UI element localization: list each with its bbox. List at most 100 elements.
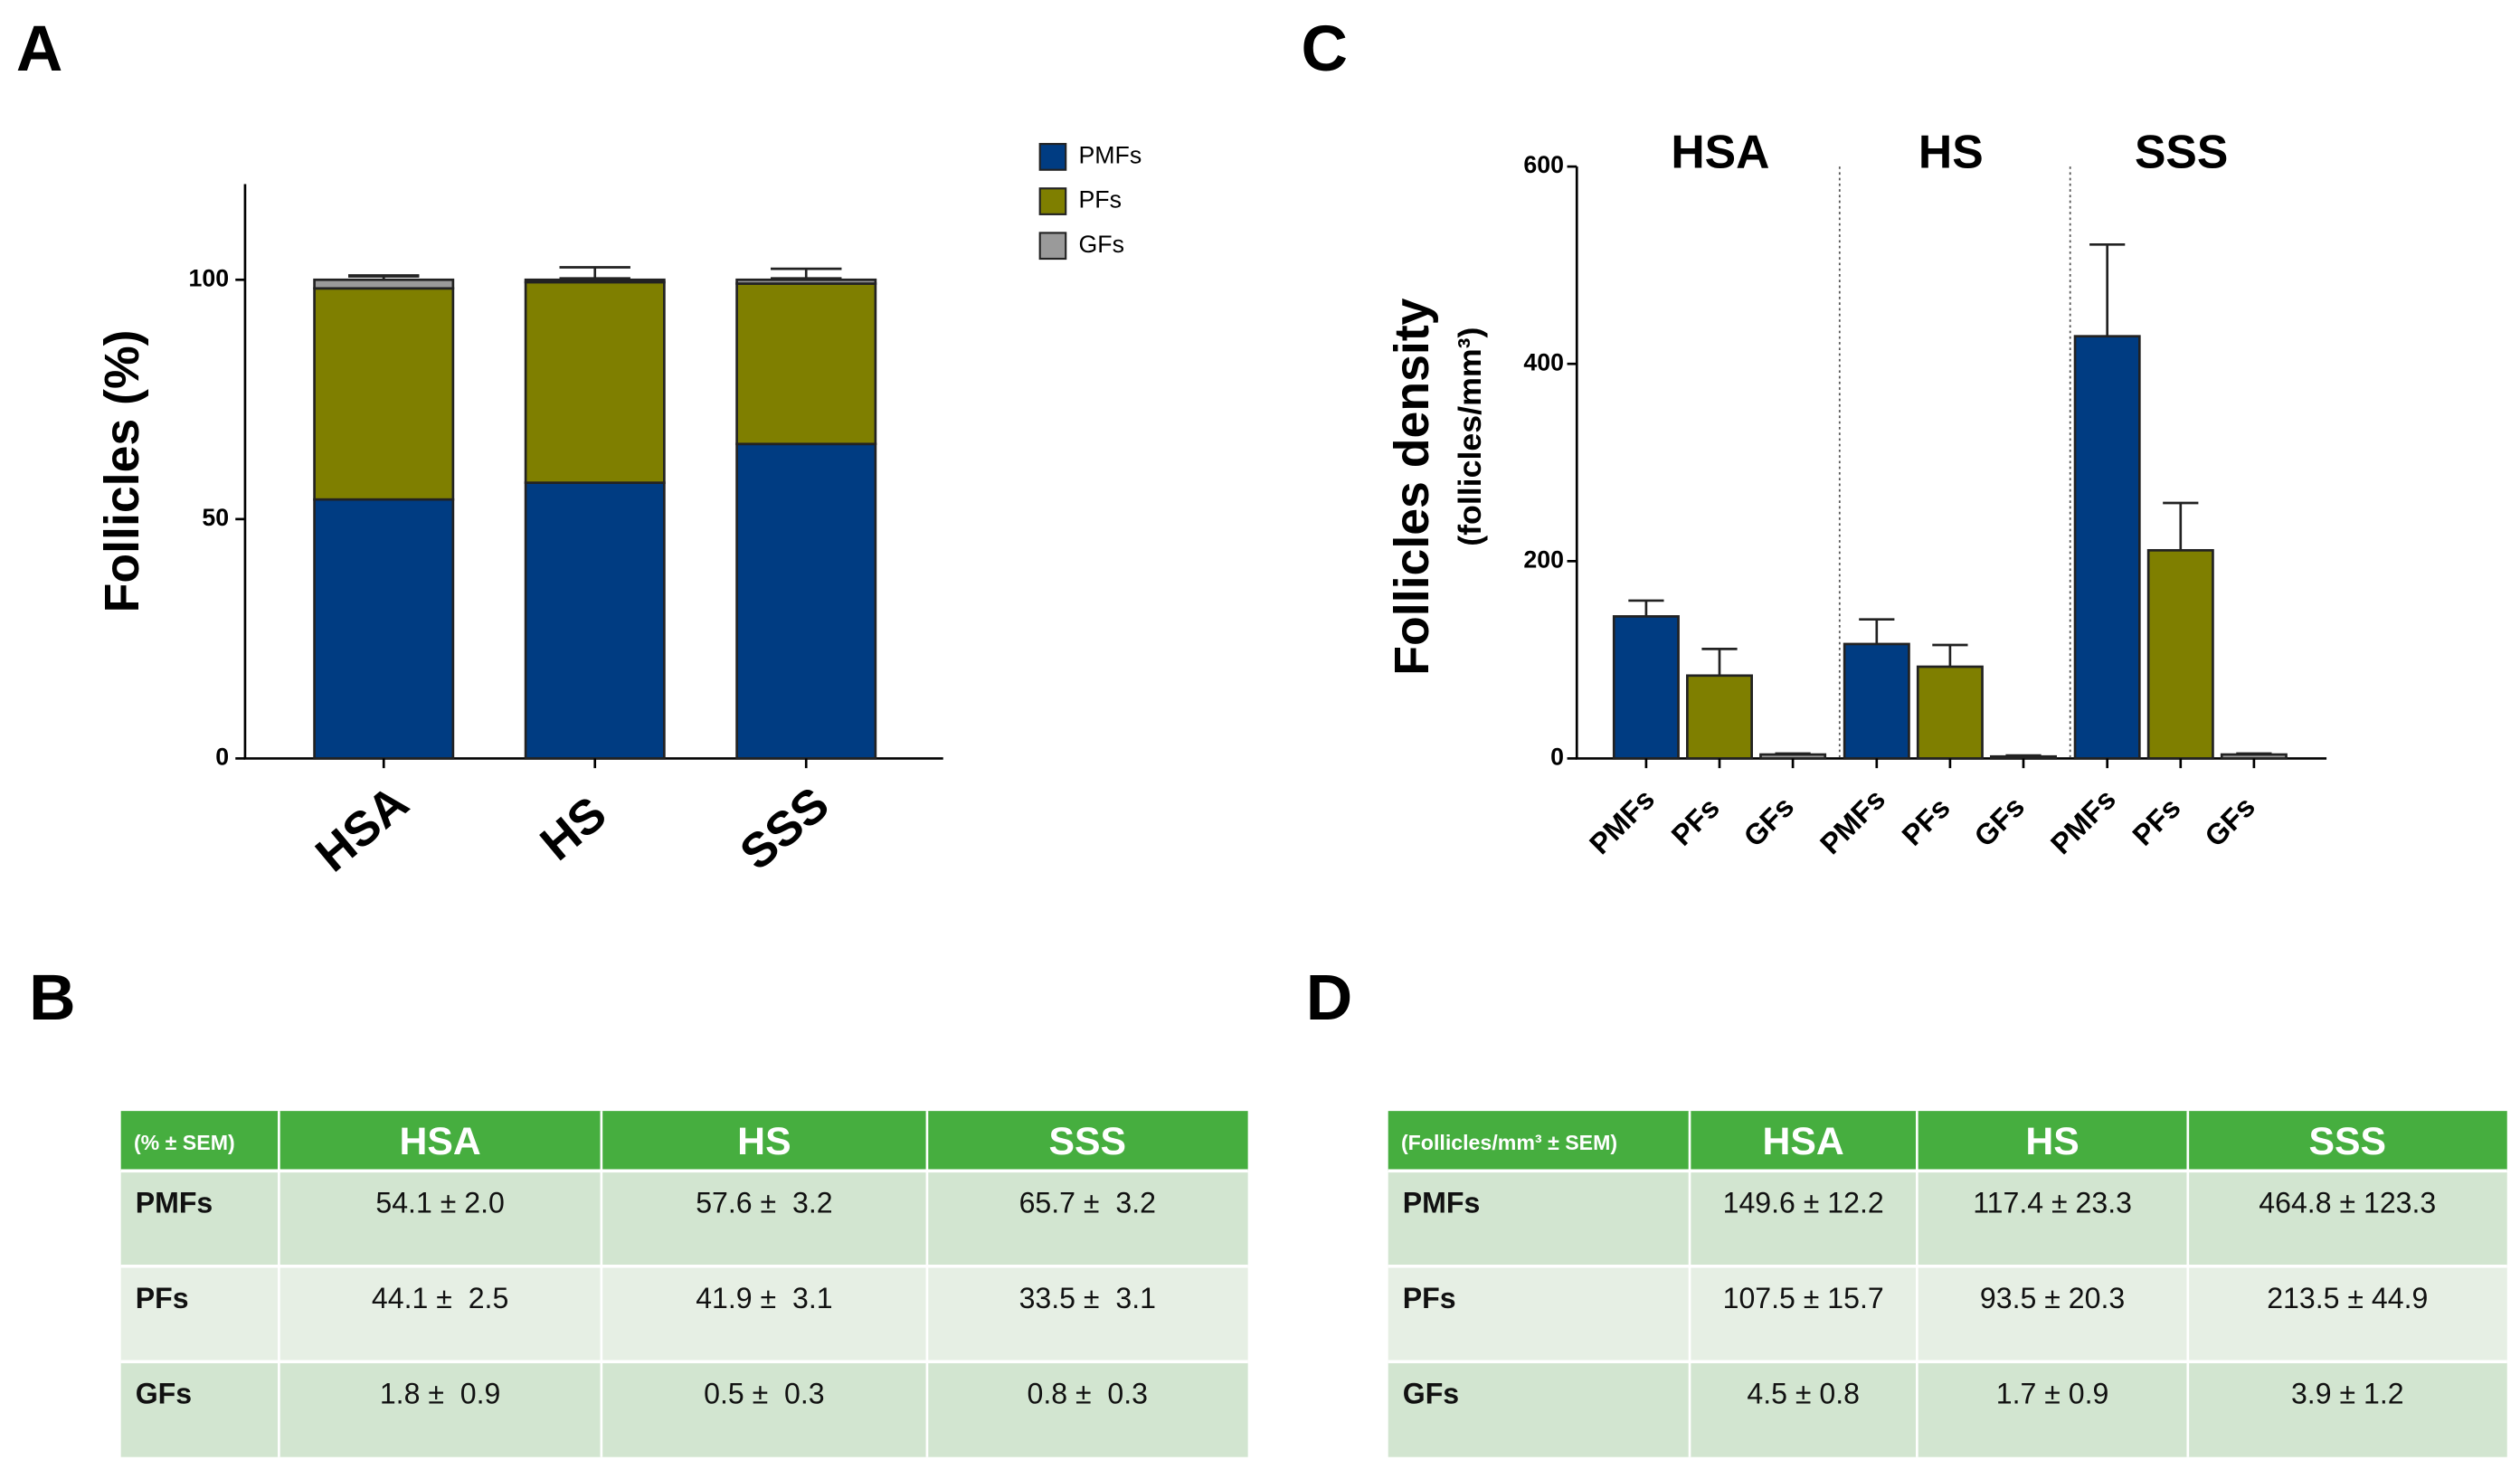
y-axis-label: Follicles density xyxy=(1386,298,1439,675)
row-label: PMFs xyxy=(1403,1186,1481,1219)
error-bar xyxy=(2163,501,2199,551)
y-tick-label: 400 xyxy=(1523,348,1564,375)
x-tick-label: PMFs xyxy=(1583,782,1661,860)
bar xyxy=(1916,665,1984,760)
bar-segment xyxy=(313,278,455,290)
x-tick-label: GFs xyxy=(1968,790,2032,853)
bar xyxy=(1612,615,1680,760)
header-cell: HSA xyxy=(399,1120,480,1163)
table-cell: 93.5 ± 20.3 xyxy=(1980,1282,2125,1314)
table-cell: 1.7 ± 0.9 xyxy=(1996,1377,2109,1409)
y-axis-label: Follicles (%) xyxy=(96,329,149,612)
panel-label: D xyxy=(1306,962,1352,1034)
table-row xyxy=(120,1171,1248,1266)
x-tick-label: GFs xyxy=(1738,790,1801,853)
table-cell: 44.1 ± 2.5 xyxy=(372,1282,508,1314)
legend-label: GFs xyxy=(1078,231,1123,258)
bar xyxy=(1843,642,1910,760)
table-cell: 65.7 ± 3.2 xyxy=(1019,1186,1156,1219)
row-label: PMFs xyxy=(136,1186,213,1219)
x-tick-label: PMFs xyxy=(2044,782,2122,860)
table-cell: 1.8 ± 0.9 xyxy=(380,1377,501,1409)
header-cell: HS xyxy=(2025,1120,2079,1163)
bar-segment xyxy=(735,282,877,446)
row-label: GFs xyxy=(136,1377,192,1409)
x-tick-label: HS xyxy=(531,787,617,871)
table-cell: 149.6 ± 12.2 xyxy=(1723,1186,1884,1219)
bar-segment xyxy=(735,278,877,285)
table-cell: 117.4 ± 23.3 xyxy=(1973,1186,2132,1219)
y-axis-units: (follicles/mm³) xyxy=(1452,327,1488,546)
table-cell: 3.9 ± 1.2 xyxy=(2291,1377,2404,1409)
row-label: PFs xyxy=(136,1282,189,1314)
table-header xyxy=(1388,1111,2507,1171)
table-cell: 0.5 ± 0.3 xyxy=(704,1377,825,1409)
group-label: HS xyxy=(1918,125,1984,177)
legend-swatch xyxy=(1038,232,1067,261)
table-cell: 4.5 ± 0.8 xyxy=(1747,1377,1860,1409)
x-tick-label: PFs xyxy=(2127,792,2187,852)
y-tick-label: 600 xyxy=(1523,151,1564,178)
row-label: GFs xyxy=(1403,1377,1459,1409)
y-tick-label: 100 xyxy=(189,264,230,291)
error-bar xyxy=(348,274,420,280)
axis-line xyxy=(243,184,943,760)
bar xyxy=(1990,754,2057,760)
error-bar xyxy=(1932,643,1968,668)
table-cell: 57.6 ± 3.2 xyxy=(696,1186,832,1219)
error-bar xyxy=(559,277,630,280)
table-cell: 464.8 ± 123.3 xyxy=(2259,1186,2436,1219)
bar-segment xyxy=(524,280,666,484)
bar-segment xyxy=(313,287,455,501)
error-bar xyxy=(1859,618,1895,644)
legend-label: PFs xyxy=(1078,186,1122,213)
y-tick-label: 0 xyxy=(1550,743,1564,770)
group-label: SSS xyxy=(2135,125,2228,177)
table-cell: 107.5 ± 15.7 xyxy=(1723,1282,1884,1314)
bar xyxy=(2073,335,2141,760)
legend-swatch xyxy=(1038,143,1067,171)
x-tick-label: HSA xyxy=(307,775,419,882)
y-tick-label: 50 xyxy=(202,504,229,531)
header-cell: SSS xyxy=(2308,1120,2386,1163)
x-tick-label: GFs xyxy=(2198,790,2261,853)
panel-label: A xyxy=(16,13,62,85)
table-row xyxy=(120,1361,1248,1457)
header-cell: HSA xyxy=(1763,1120,1844,1163)
legend-label: PMFs xyxy=(1078,141,1142,168)
error-bar xyxy=(1628,599,1664,617)
bar-segment xyxy=(735,442,877,760)
panel-label: B xyxy=(29,962,75,1034)
x-tick-label: SSS xyxy=(731,777,839,880)
legend-swatch xyxy=(1038,187,1067,215)
table-cell: 33.5 ± 3.1 xyxy=(1019,1282,1156,1314)
panel-label: C xyxy=(1301,13,1347,85)
group-label: HSA xyxy=(1671,125,1769,177)
bar xyxy=(2220,753,2288,760)
error-bar xyxy=(2005,754,2042,757)
header-cell: (% ± SEM) xyxy=(134,1131,235,1154)
header-cell: HS xyxy=(737,1120,791,1163)
row-label: PFs xyxy=(1403,1282,1456,1314)
table-row xyxy=(1388,1171,2507,1266)
error-bar xyxy=(1701,648,1738,676)
bar xyxy=(2146,548,2214,760)
bar xyxy=(1686,674,1753,760)
table-header xyxy=(120,1111,1248,1171)
header-cell: SSS xyxy=(1048,1120,1126,1163)
table-row xyxy=(120,1266,1248,1362)
y-tick-label: 0 xyxy=(215,743,229,770)
table-cell: 54.1 ± 2.0 xyxy=(375,1186,504,1219)
y-tick-label: 200 xyxy=(1523,545,1564,573)
bar-segment xyxy=(313,498,455,760)
x-tick-label: PMFs xyxy=(1814,782,1891,860)
x-tick-label: PFs xyxy=(1665,792,1726,852)
error-bar xyxy=(771,277,842,280)
header-cell: (Follicles/mm³ ± SEM) xyxy=(1401,1131,1617,1154)
x-tick-label: PFs xyxy=(1896,792,1956,852)
table-row xyxy=(1388,1361,2507,1457)
table-cell: 0.8 ± 0.3 xyxy=(1028,1377,1149,1409)
bar-segment xyxy=(524,481,666,760)
